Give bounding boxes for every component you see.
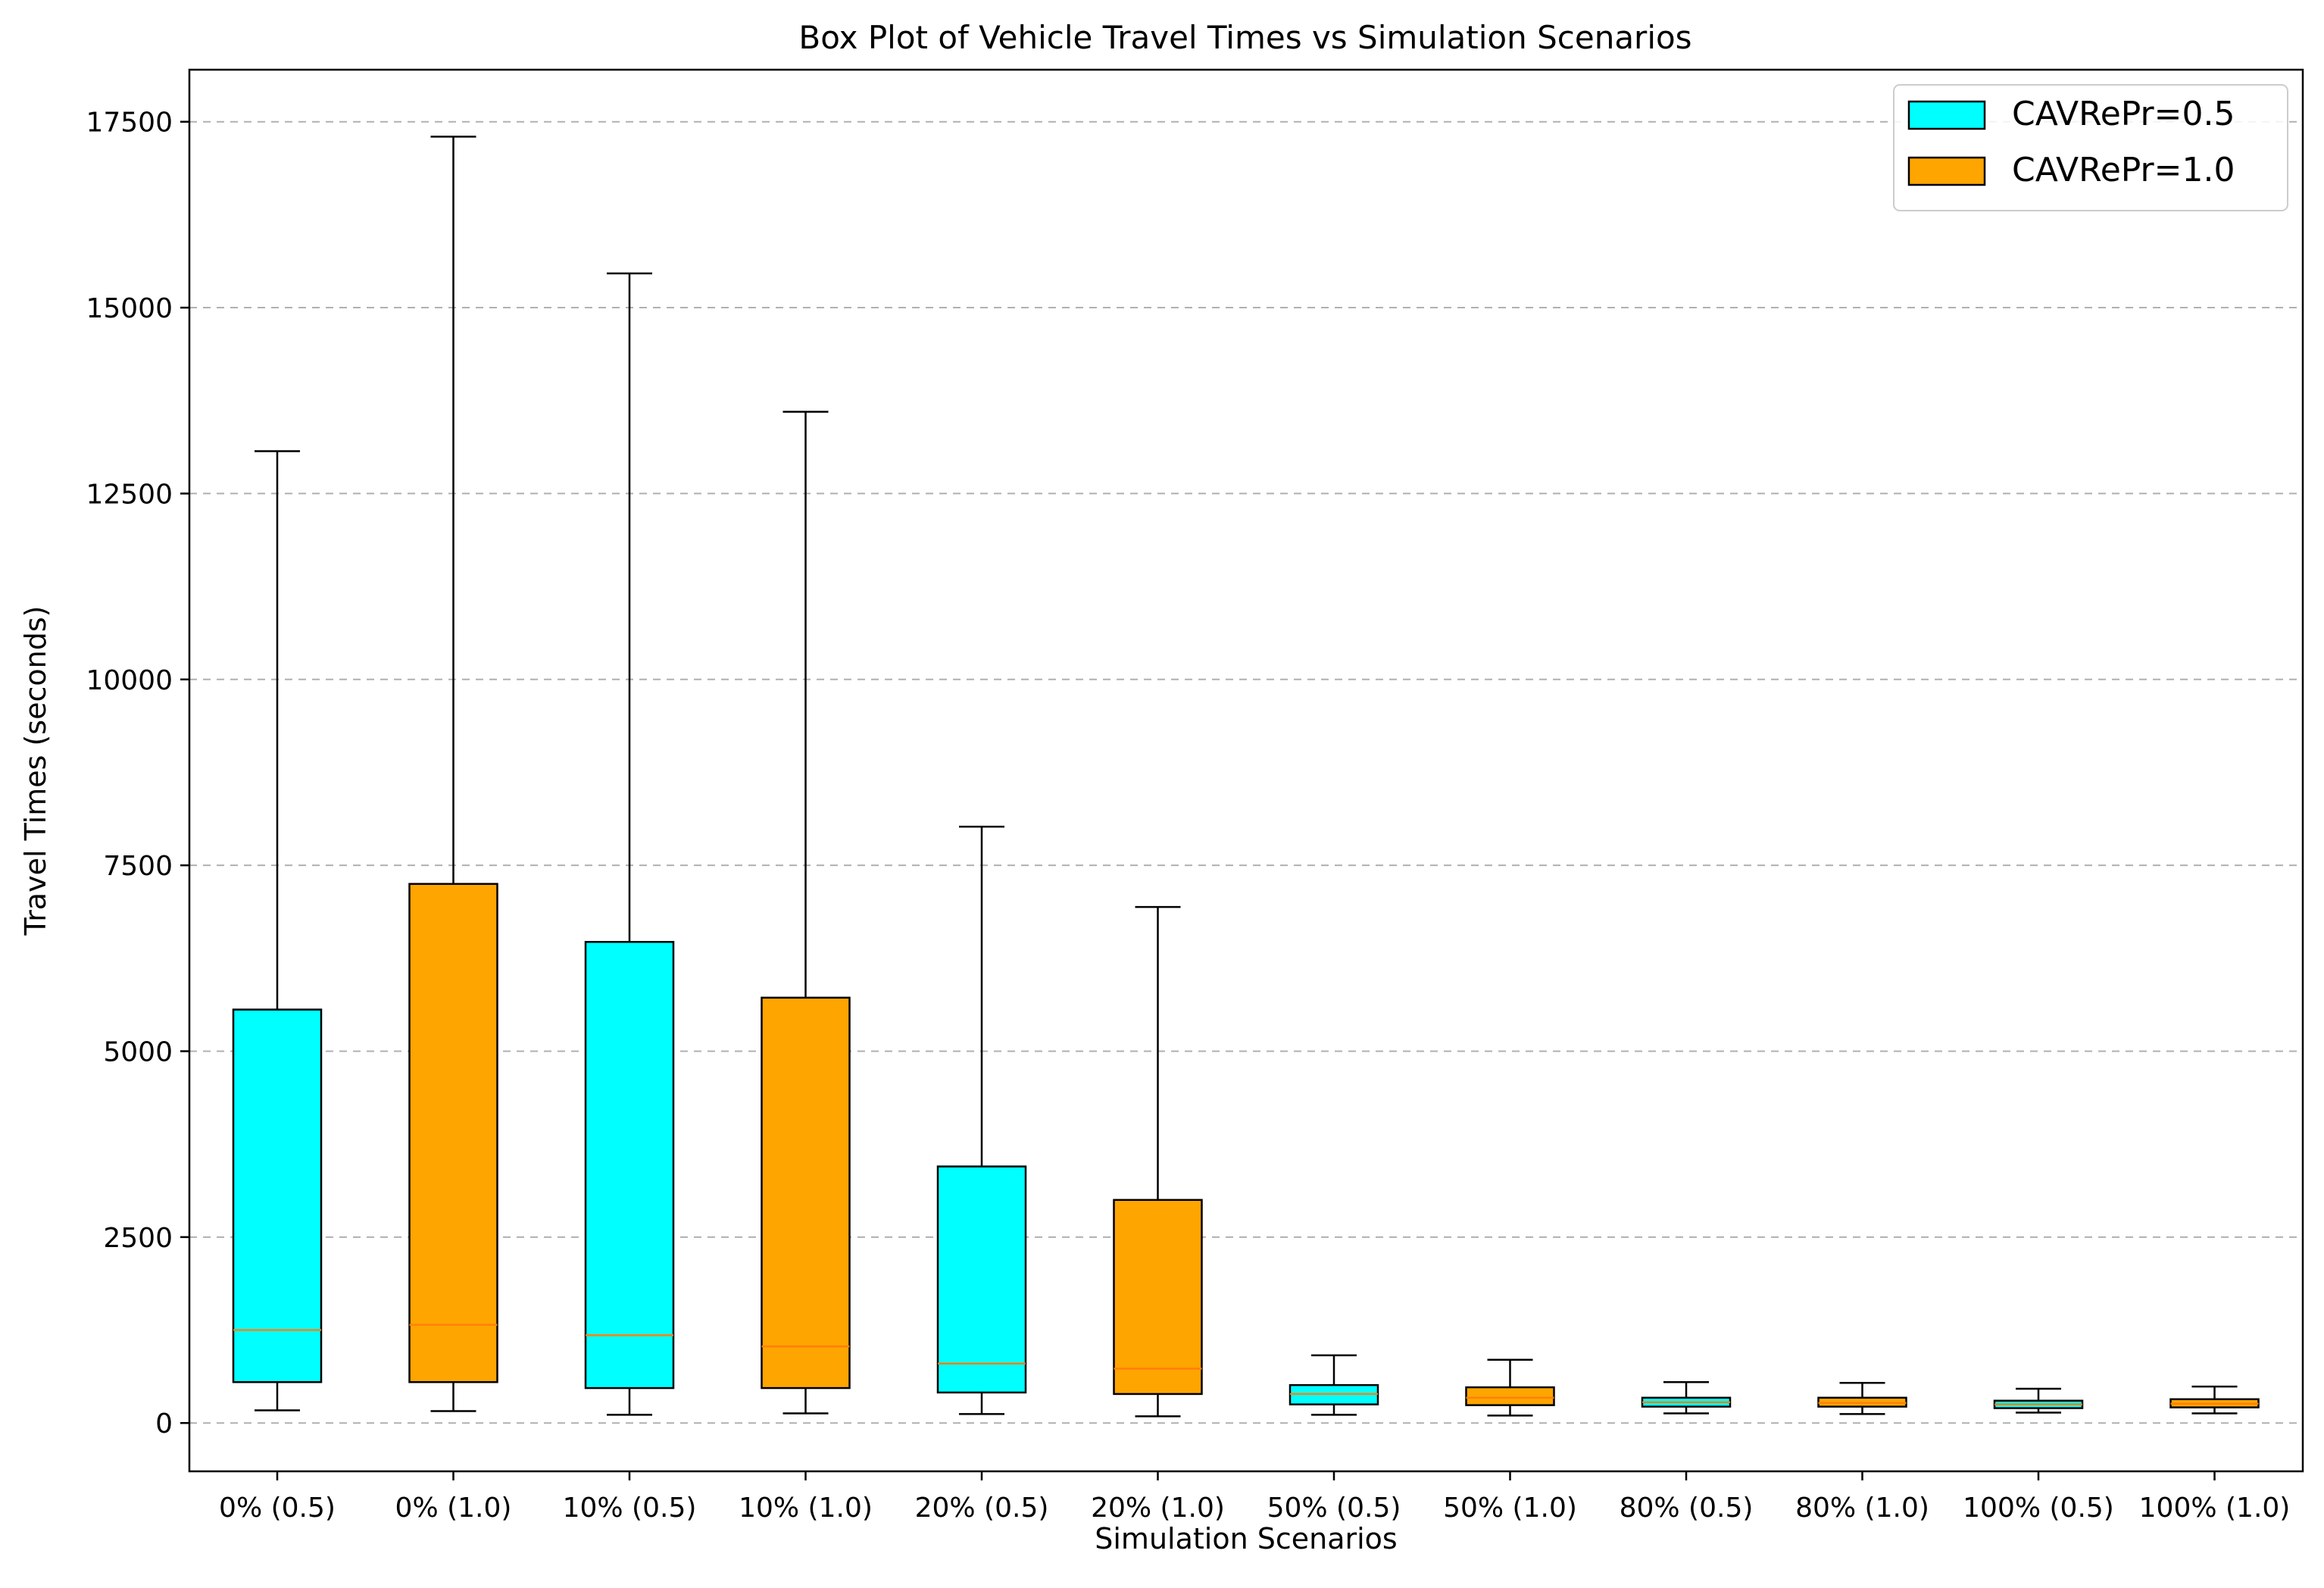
legend-swatch xyxy=(1907,100,1986,130)
y-axis: 0 2500 5000 7500 10000 12500 15000 17500 xyxy=(86,108,189,1440)
box-body xyxy=(232,1008,323,1383)
box-0-1-0- xyxy=(408,136,498,1412)
y-tick-label: 2500 xyxy=(103,1223,173,1254)
x-tick-label: 20% (0.5) xyxy=(915,1493,1049,1524)
x-tick-label: 80% (0.5) xyxy=(1620,1493,1754,1524)
legend-swatch xyxy=(1907,156,1986,186)
y-tick-label: 10000 xyxy=(86,665,173,696)
box-50-0-5- xyxy=(1289,1354,1379,1416)
box-100-0-5- xyxy=(1993,1387,2084,1414)
x-tick-label: 100% (1.0) xyxy=(2139,1493,2291,1524)
box-80-0-5- xyxy=(1641,1380,1732,1415)
box-20-1-0- xyxy=(1113,905,1203,1418)
gridlines xyxy=(189,120,2303,1424)
box-50-1-0- xyxy=(1465,1358,1555,1417)
x-axis-label: Simulation Scenarios xyxy=(1095,1522,1397,1555)
y-tick-label: 7500 xyxy=(103,851,173,882)
box-body xyxy=(1113,1199,1203,1396)
y-tick-label: 12500 xyxy=(86,479,173,510)
x-tick-label: 50% (1.0) xyxy=(1443,1493,1577,1524)
legend-label: CAVRePr=1.0 xyxy=(2012,151,2235,189)
box-body xyxy=(761,996,851,1390)
box-0-0-5- xyxy=(232,450,323,1411)
box-body xyxy=(584,940,675,1390)
y-tick-label: 15000 xyxy=(86,293,173,324)
box-80-1-0- xyxy=(1817,1381,1907,1415)
box-10-0-5- xyxy=(584,272,675,1416)
x-tick-label: 20% (1.0) xyxy=(1091,1493,1225,1524)
box-body xyxy=(1465,1386,1555,1406)
y-axis-label: Travel Times (seconds) xyxy=(19,606,52,936)
plot-frame xyxy=(188,68,2304,1473)
x-tick-label: 10% (1.0) xyxy=(739,1493,873,1524)
x-axis: 0% (0.5) 0% (1.0) 10% (0.5) 10% (1.0) 20% (0… xyxy=(219,1471,2290,1524)
x-tick-label: 0% (0.5) xyxy=(219,1493,336,1524)
box-body xyxy=(936,1165,1027,1394)
legend-label: CAVRePr=0.5 xyxy=(2012,95,2235,133)
x-tick-label: 50% (0.5) xyxy=(1267,1493,1401,1524)
box-body xyxy=(408,883,498,1383)
y-tick-label: 0 xyxy=(155,1408,173,1440)
y-tick-label: 5000 xyxy=(103,1036,173,1068)
box-20-0-5- xyxy=(936,825,1027,1415)
x-tick-label: 0% (1.0) xyxy=(395,1493,512,1524)
boxes xyxy=(232,136,2260,1418)
legend: CAVRePr=0.5 CAVRePr=1.0 xyxy=(1893,84,2288,211)
legend-frame xyxy=(1893,84,2288,211)
x-tick-label: 10% (0.5) xyxy=(563,1493,697,1524)
x-tick-label: 80% (1.0) xyxy=(1795,1493,1929,1524)
box-10-1-0- xyxy=(761,411,851,1415)
chart-title: Box Plot of Vehicle Travel Times vs Simu… xyxy=(798,19,1691,56)
y-tick-label: 17500 xyxy=(86,108,173,139)
box-100-1-0- xyxy=(2169,1385,2260,1415)
x-tick-label: 100% (0.5) xyxy=(1963,1493,2114,1524)
